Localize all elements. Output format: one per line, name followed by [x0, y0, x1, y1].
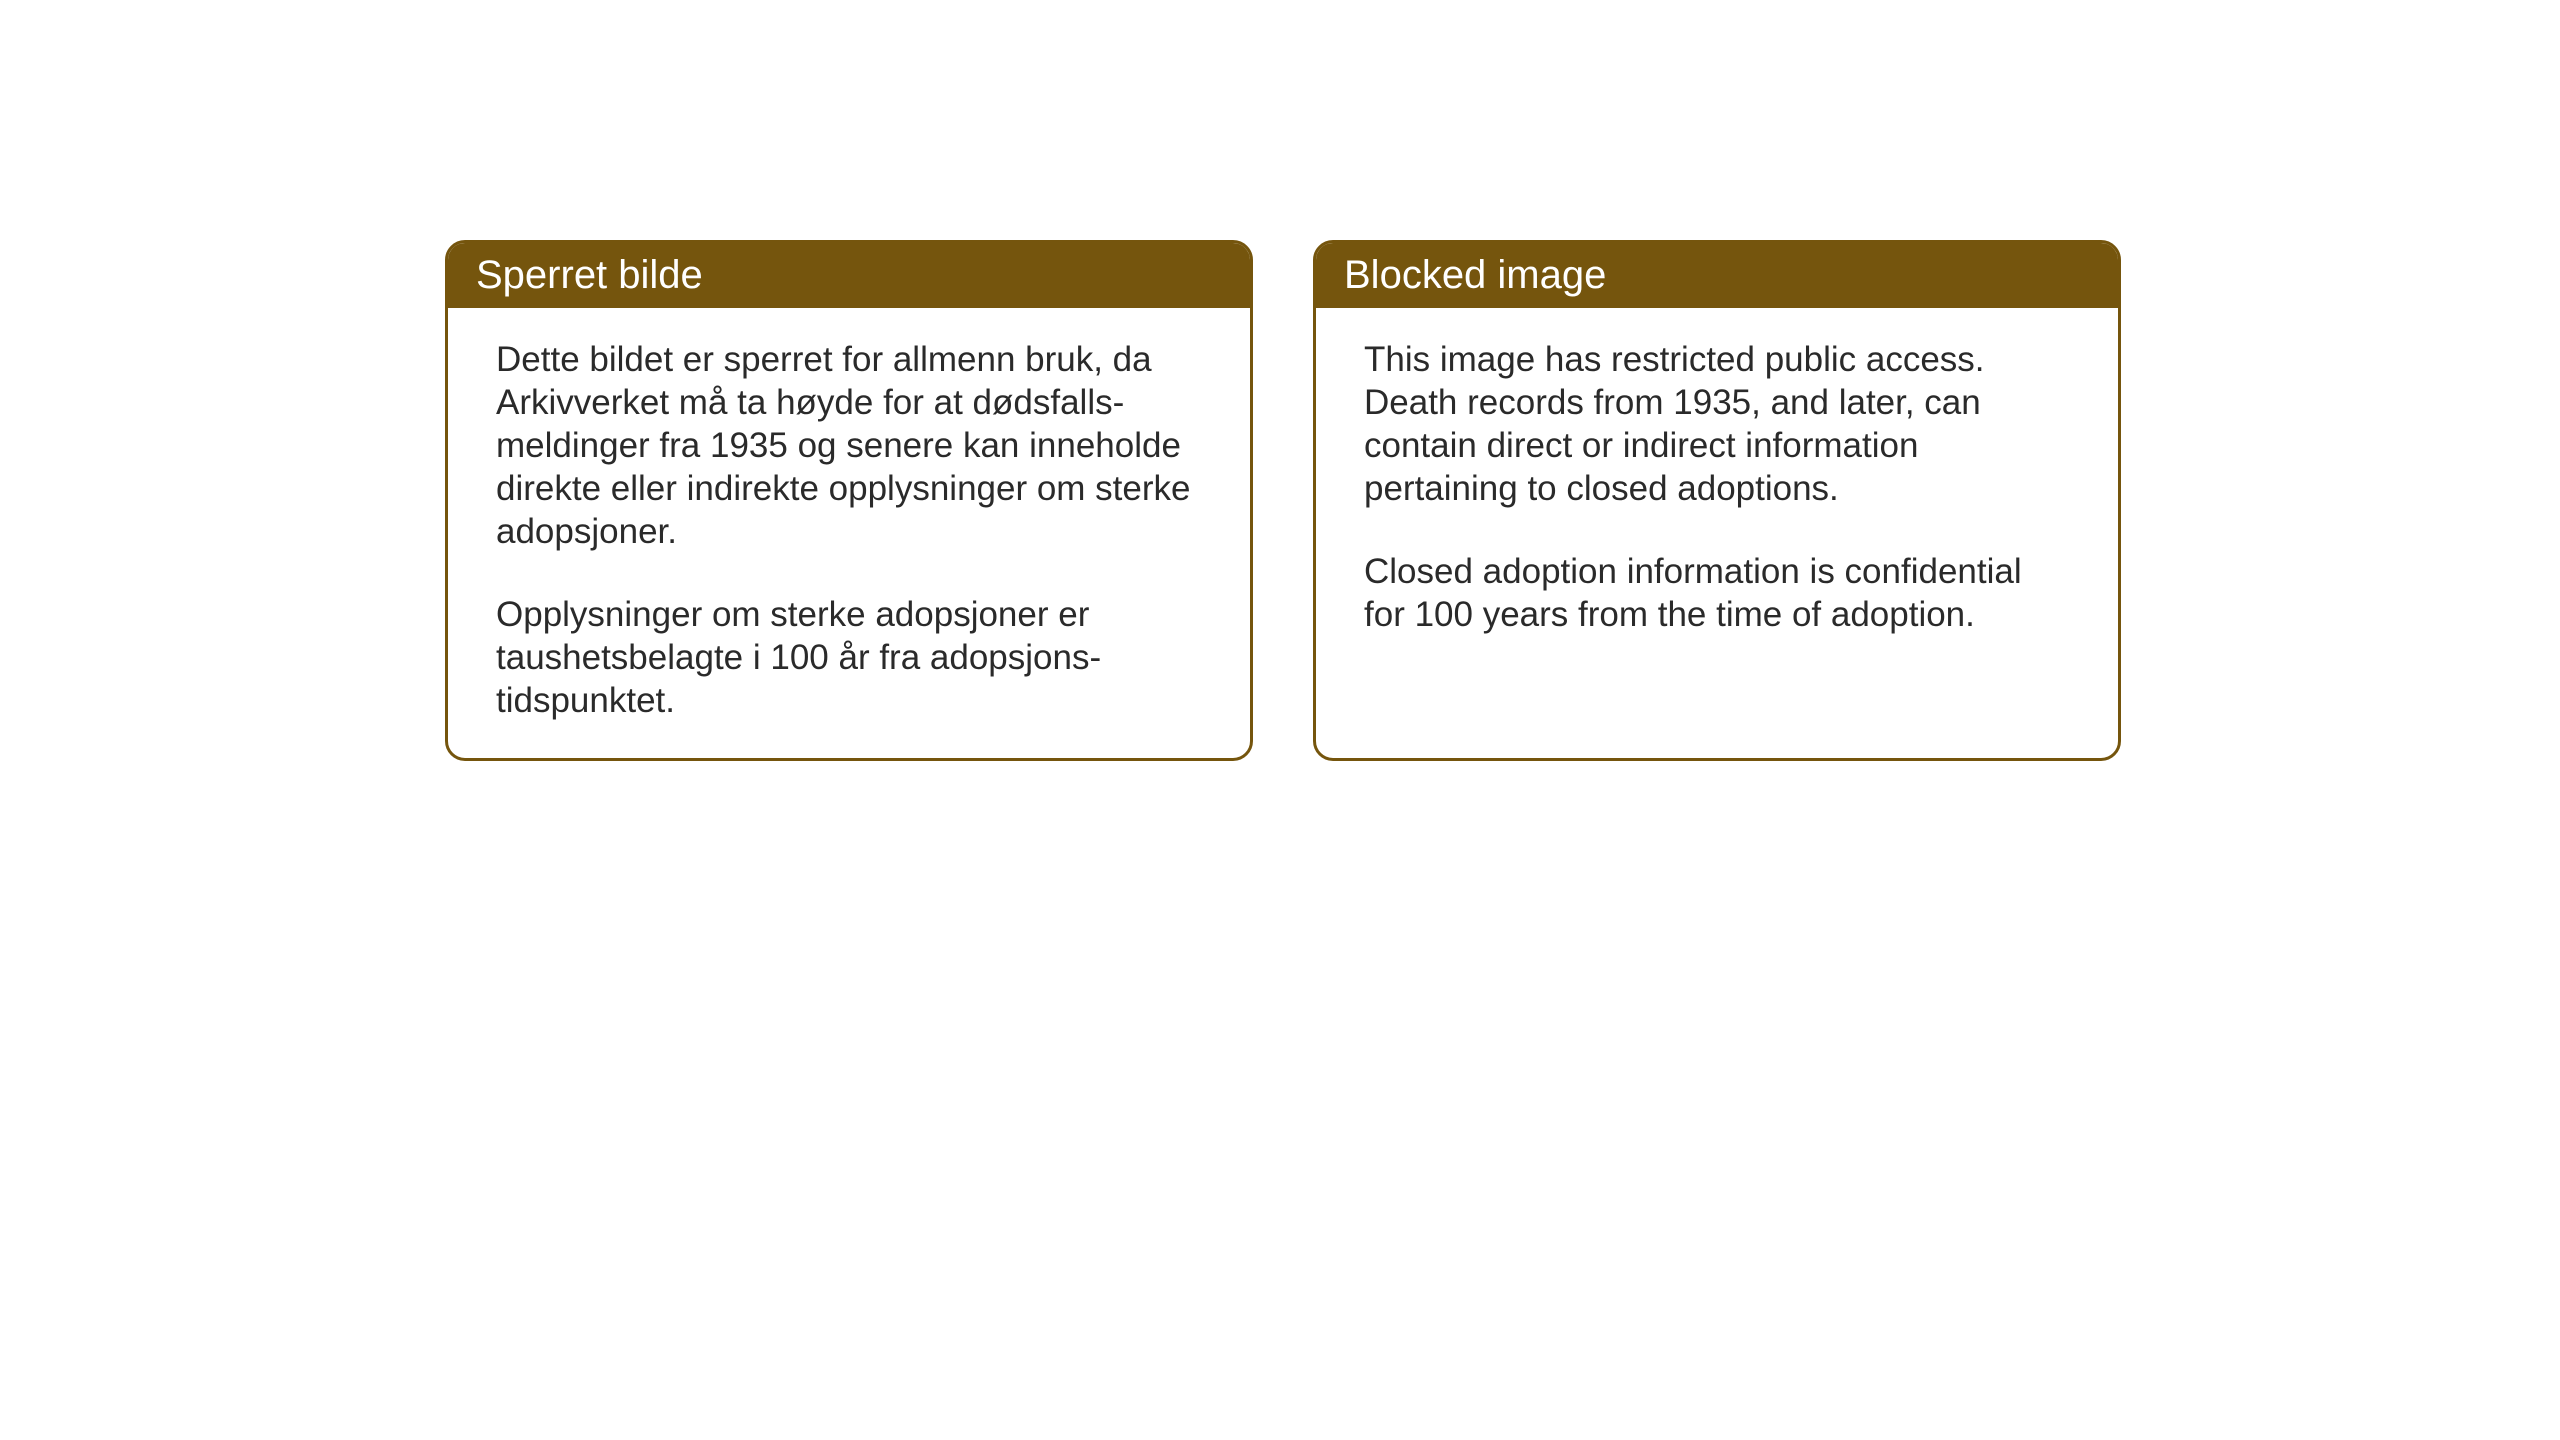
notice-header-english: Blocked image — [1316, 243, 2118, 308]
notice-paragraph-2-english: Closed adoption information is confident… — [1364, 550, 2070, 636]
notice-box-norwegian: Sperret bilde Dette bildet er sperret fo… — [445, 240, 1253, 761]
notice-body-english: This image has restricted public access.… — [1316, 308, 2118, 672]
notice-header-norwegian: Sperret bilde — [448, 243, 1250, 308]
notice-box-english: Blocked image This image has restricted … — [1313, 240, 2121, 761]
notice-body-norwegian: Dette bildet er sperret for allmenn bruk… — [448, 308, 1250, 758]
notice-container: Sperret bilde Dette bildet er sperret fo… — [445, 240, 2121, 761]
notice-paragraph-1-english: This image has restricted public access.… — [1364, 338, 2070, 510]
notice-paragraph-2-norwegian: Opplysninger om sterke adopsjoner er tau… — [496, 593, 1202, 722]
notice-paragraph-1-norwegian: Dette bildet er sperret for allmenn bruk… — [496, 338, 1202, 553]
